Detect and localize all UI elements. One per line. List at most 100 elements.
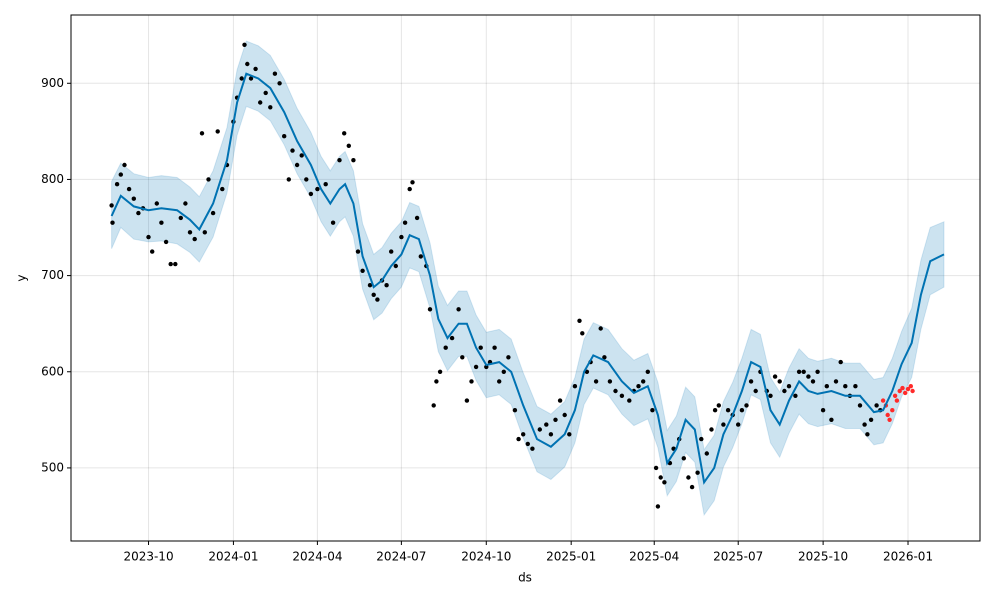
observed-point	[407, 186, 412, 192]
observed-point	[709, 427, 714, 432]
observed-point	[548, 432, 554, 437]
observed-point	[199, 131, 205, 136]
observed-point	[810, 379, 816, 384]
observed-point	[272, 71, 278, 76]
observed-point	[598, 326, 603, 331]
observed-point	[110, 220, 115, 225]
observed-point	[721, 422, 726, 427]
observed-point	[202, 230, 207, 235]
observed-point	[699, 436, 704, 442]
observed-point	[777, 379, 782, 384]
observed-point	[263, 90, 268, 96]
observed-point	[414, 215, 420, 221]
observed-point	[484, 364, 489, 370]
observed-point	[294, 162, 300, 168]
observed-point	[393, 263, 398, 269]
observed-point	[337, 158, 342, 163]
test-point	[908, 384, 913, 389]
observed-point	[838, 359, 843, 365]
observed-point	[245, 61, 250, 67]
observed-point	[492, 345, 497, 350]
observed-point	[159, 220, 164, 225]
observed-point	[865, 432, 870, 437]
observed-point	[636, 384, 641, 389]
observed-point	[739, 408, 745, 413]
observed-point	[833, 379, 839, 384]
observed-point	[768, 393, 773, 398]
x-tick-label: 2024-04	[292, 550, 342, 564]
observed-point	[824, 384, 829, 389]
y-tick-label: 800	[41, 172, 64, 186]
observed-point	[557, 398, 563, 403]
observed-point	[330, 220, 336, 225]
x-tick-label: 2025-01	[546, 550, 596, 564]
observed-point	[627, 398, 632, 403]
observed-point	[375, 297, 380, 302]
observed-point	[315, 186, 320, 192]
observed-point	[725, 408, 731, 413]
x-tick-label: 2024-01	[208, 550, 258, 564]
observed-point	[308, 191, 314, 197]
observed-point	[506, 355, 511, 360]
observed-point	[253, 66, 258, 72]
observed-point	[286, 177, 291, 182]
observed-point	[210, 210, 216, 216]
x-tick-label: 2025-04	[629, 550, 679, 564]
observed-point	[553, 417, 558, 422]
observed-point	[567, 432, 572, 437]
x-tick-label: 2023-10	[123, 550, 173, 564]
observed-point	[868, 417, 874, 422]
observed-point	[580, 331, 585, 336]
observed-point	[268, 105, 273, 110]
observed-point	[360, 268, 365, 273]
observed-point	[607, 379, 613, 384]
observed-point	[613, 388, 618, 394]
observed-point	[323, 182, 328, 187]
x-tick-label: 2025-07	[713, 550, 763, 564]
observed-point	[796, 369, 802, 374]
observed-point	[371, 292, 376, 297]
observed-point	[239, 76, 244, 81]
observed-point	[154, 201, 159, 206]
observed-point	[469, 379, 474, 384]
observed-point	[351, 158, 356, 163]
y-tick-label: 600	[41, 364, 64, 378]
observed-point	[304, 177, 309, 182]
observed-point	[399, 234, 404, 240]
observed-point	[593, 379, 599, 384]
observed-point	[402, 220, 408, 225]
observed-point	[806, 374, 811, 379]
observed-point	[793, 393, 798, 398]
observed-point	[530, 446, 535, 451]
test-point	[894, 398, 900, 403]
observed-point	[662, 480, 667, 485]
observed-point	[862, 422, 867, 427]
observed-point	[342, 131, 347, 136]
observed-point	[716, 403, 721, 408]
observed-point	[801, 369, 806, 374]
observed-point	[653, 465, 659, 471]
x-tick-label: 2024-07	[376, 550, 426, 564]
observed-point	[187, 230, 193, 235]
observed-point	[192, 236, 197, 242]
observed-point	[443, 345, 448, 350]
observed-point	[346, 143, 351, 148]
observed-point	[460, 355, 465, 360]
observed-point	[521, 432, 526, 437]
observed-point	[277, 81, 282, 86]
observed-point	[122, 162, 127, 168]
observed-point	[497, 379, 502, 384]
observed-point	[437, 369, 443, 374]
observed-point	[146, 234, 151, 240]
observed-point	[681, 456, 686, 461]
observed-point	[744, 403, 749, 408]
observed-point	[410, 180, 415, 185]
observed-point	[655, 504, 661, 509]
observed-point	[641, 379, 646, 384]
observed-point	[829, 417, 834, 422]
observed-point	[645, 369, 650, 374]
observed-point	[689, 484, 695, 490]
test-point	[910, 388, 915, 394]
observed-point	[290, 148, 295, 153]
